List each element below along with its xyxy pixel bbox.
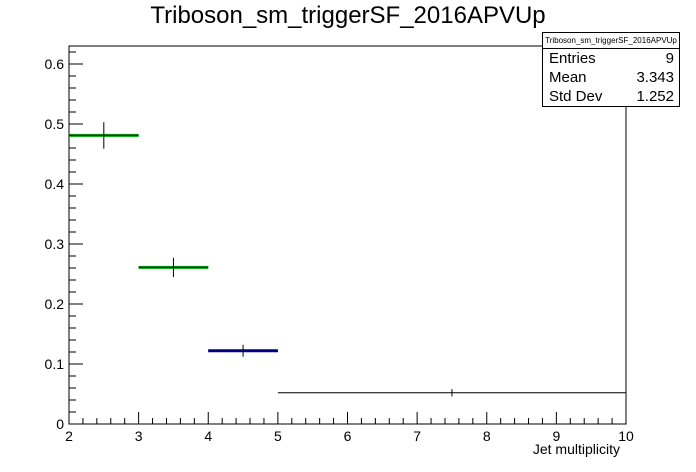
x-tick-label: 10 [618, 428, 634, 444]
y-tick-label: 0 [56, 416, 64, 432]
x-tick-label: 4 [204, 428, 212, 444]
x-tick-label: 8 [483, 428, 491, 444]
stats-row-mean: Mean 3.343 [543, 68, 679, 87]
x-tick-label: 7 [413, 428, 421, 444]
y-tick-label: 0.2 [45, 296, 65, 312]
x-tick-label: 6 [344, 428, 352, 444]
stats-value: 3.343 [636, 69, 674, 86]
stats-row-stddev: Std Dev 1.252 [543, 87, 679, 106]
y-tick-label: 0.1 [45, 356, 65, 372]
y-tick-label: 0.5 [45, 116, 65, 132]
x-tick-label: 5 [274, 428, 282, 444]
x-axis-label: Jet multiplicity [532, 441, 620, 457]
x-tick-label: 9 [552, 428, 560, 444]
x-tick-label: 3 [135, 428, 143, 444]
stats-value: 1.252 [636, 88, 674, 105]
stats-value: 9 [665, 50, 674, 67]
stats-label: Entries [549, 50, 596, 67]
y-tick-label: 0.3 [45, 236, 65, 252]
chart-title: Triboson_sm_triggerSF_2016APVUp [150, 2, 546, 29]
x-tick-label: 2 [65, 428, 73, 444]
stats-label: Std Dev [549, 88, 603, 105]
y-tick-label: 0.4 [45, 176, 65, 192]
y-tick-label: 0.6 [45, 56, 65, 72]
stats-box: Triboson_sm_triggerSF_2016APVUp Entries … [542, 32, 680, 107]
stats-row-entries: Entries 9 [543, 49, 679, 68]
stats-label: Mean [549, 69, 587, 86]
stats-box-title: Triboson_sm_triggerSF_2016APVUp [543, 33, 679, 49]
